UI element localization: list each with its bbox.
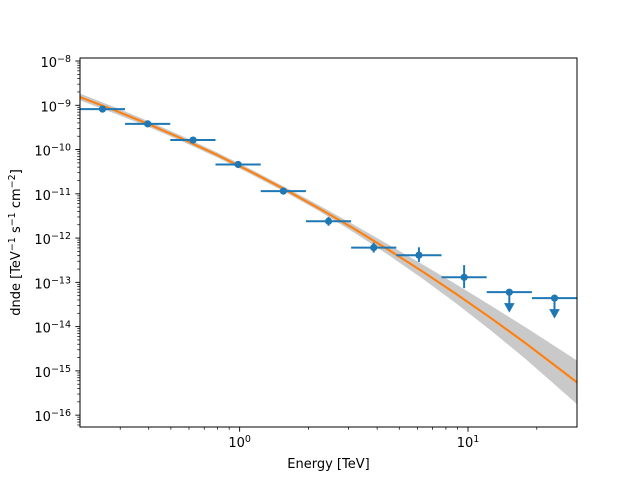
y-tick-label: 10−16: [34, 408, 71, 425]
y-tick-label: 10−8: [40, 54, 71, 71]
y-tick-label: 10−10: [34, 143, 71, 160]
flux-point: [170, 136, 216, 144]
x-tick-label: 101: [457, 434, 480, 451]
flux-point-marker: [98, 105, 107, 113]
upper-limit-arrow-head: [549, 309, 560, 319]
axes: 100 101 10−8 10−9 10−10 10−11 10−12 10−13 10−14 1…: [34, 54, 578, 451]
flux-point-marker: [415, 251, 423, 259]
flux-point-marker: [505, 288, 513, 296]
flux-point-marker: [234, 160, 242, 169]
y-tick-label: 10−13: [34, 275, 71, 292]
flux-point-upper-limit: [486, 288, 532, 313]
flux-point-marker: [324, 217, 333, 225]
y-tick-label: 10−12: [34, 231, 71, 248]
flux-point-marker: [189, 136, 197, 144]
x-tick-label: 100: [228, 434, 251, 451]
plot-area: [80, 93, 577, 405]
upper-limit-arrow-head: [504, 303, 515, 313]
y-axis-label: dnde [TeV−1 s−1 cm−2]: [7, 169, 24, 316]
y-tick-label: 10−14: [34, 320, 71, 337]
flux-point-marker: [279, 187, 287, 195]
flux-point-marker: [550, 294, 559, 302]
flux-point-marker: [144, 120, 152, 128]
y-tick-label: 10−9: [40, 98, 71, 115]
y-tick-label: 10−11: [34, 187, 71, 204]
flux-point: [260, 187, 306, 195]
model-error-band: [80, 93, 577, 405]
flux-point: [80, 105, 126, 113]
flux-point: [305, 216, 352, 226]
flux-point-marker: [370, 243, 378, 252]
flux-point: [125, 120, 171, 128]
flux-point: [396, 247, 442, 262]
x-axis-label: Energy [TeV]: [287, 457, 369, 472]
model-curve: [80, 96, 577, 384]
flux-point-marker: [460, 273, 468, 281]
flux-point-upper-limit: [531, 294, 577, 319]
flux-point: [351, 242, 397, 253]
y-tick-label: 10−15: [34, 364, 71, 381]
axes-spines: [79, 57, 578, 428]
flux-point: [215, 160, 261, 169]
flux-point: [441, 265, 487, 289]
